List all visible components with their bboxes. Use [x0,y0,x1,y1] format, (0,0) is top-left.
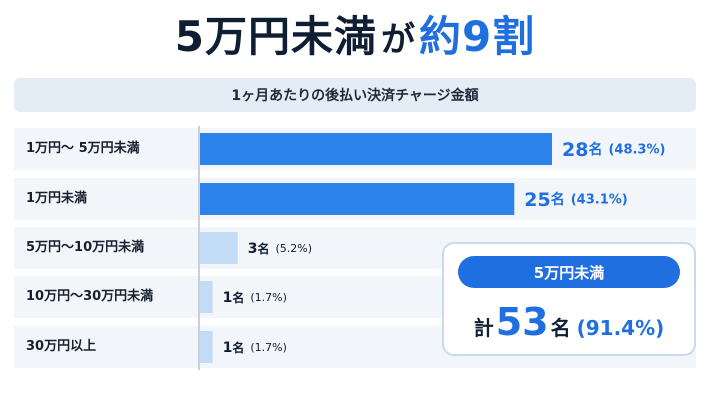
bar [200,183,515,215]
bar-percent-label: (1.7%) [250,341,287,354]
headline-accent: 約9割 [419,12,536,61]
bar-value-label: 28名 [562,139,602,161]
bar [200,331,213,363]
chart-title: 1ヶ月あたりの後払い決済チャージ金額 [14,78,696,112]
headline: 5万円未満 が 約9割 [0,6,710,68]
summary-percent: (91.4%) [576,316,665,340]
summary-box: 5万円未満 計 53 名 (91.4%) [442,242,696,356]
bar [200,232,238,264]
bar-percent-label: (48.3%) [608,143,665,158]
category-label: 1万円〜 5万円未満 [26,141,140,156]
bar-value-label: 25名 [524,189,564,211]
category-label: 30万円以上 [26,339,97,354]
bar-value-label: 3名 [248,241,270,258]
bar-value-label: 1名 [223,340,245,357]
summary-prefix: 計 [473,316,494,340]
bar [200,281,213,313]
bar-percent-label: (43.1%) [571,193,628,208]
category-label: 5万円〜10万円未満 [26,240,145,255]
bar [200,133,552,165]
summary-count: 53 [495,300,549,344]
summary-unit: 名 [550,316,571,340]
axis-line [198,126,200,370]
headline-main: 5万円未満 [174,12,377,61]
bar-percent-label: (5.2%) [275,242,312,255]
summary-total: 計 53 名 (91.4%) [444,296,694,348]
bar-value-label: 1名 [223,290,245,307]
category-label: 10万円〜30万円未満 [26,289,154,304]
category-label: 1万円未満 [26,191,88,206]
headline-joint: が [381,20,415,60]
bar-percent-label: (1.7%) [250,291,287,304]
summary-pill: 5万円未満 [458,256,680,288]
